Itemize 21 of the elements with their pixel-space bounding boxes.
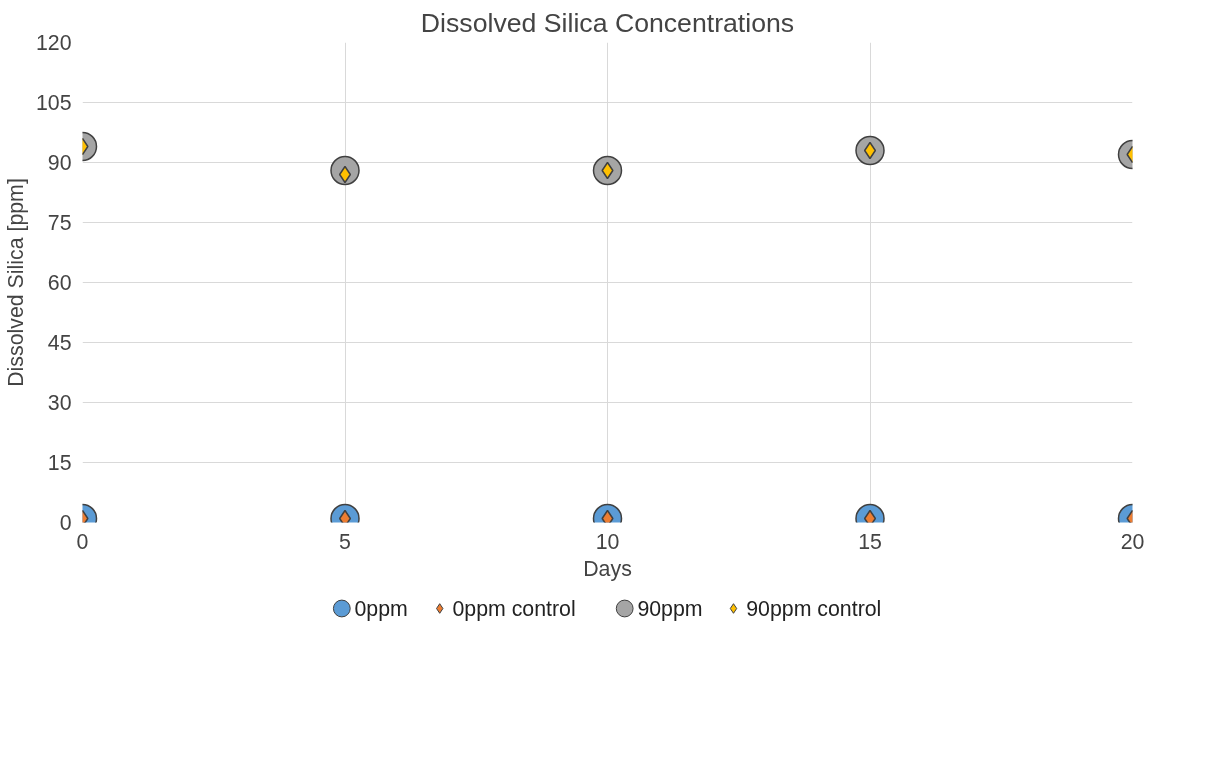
- y-tick-label: 30: [47, 391, 72, 415]
- x-tick-label: 10: [595, 529, 620, 554]
- y-tick-label: 45: [47, 331, 72, 355]
- legend-label: 90ppm: [637, 596, 703, 621]
- y-tick-label: 60: [47, 271, 72, 295]
- x-tick-label: 15: [858, 529, 882, 554]
- y-tick-label: 105: [35, 91, 72, 115]
- y-tick-label: 0: [59, 511, 72, 535]
- y-tick-label: 75: [47, 211, 72, 235]
- legend-label: 0ppm: [354, 596, 408, 621]
- y-axis-title: Dissolved Silica [ppm]: [3, 178, 28, 387]
- y-tick-label: 15: [47, 451, 72, 475]
- x-tick-label: 20: [1120, 529, 1145, 554]
- y-tick-label: 90: [47, 151, 72, 175]
- x-axis-title: Days: [583, 556, 632, 581]
- x-tick-label: 0: [76, 529, 89, 554]
- legend-label: 0ppm control: [452, 596, 576, 621]
- chart-title: Dissolved Silica Concentrations: [420, 7, 795, 38]
- y-tick-label: 120: [35, 31, 72, 55]
- legend-label: 90ppm control: [746, 596, 882, 621]
- x-tick-label: 5: [339, 529, 351, 554]
